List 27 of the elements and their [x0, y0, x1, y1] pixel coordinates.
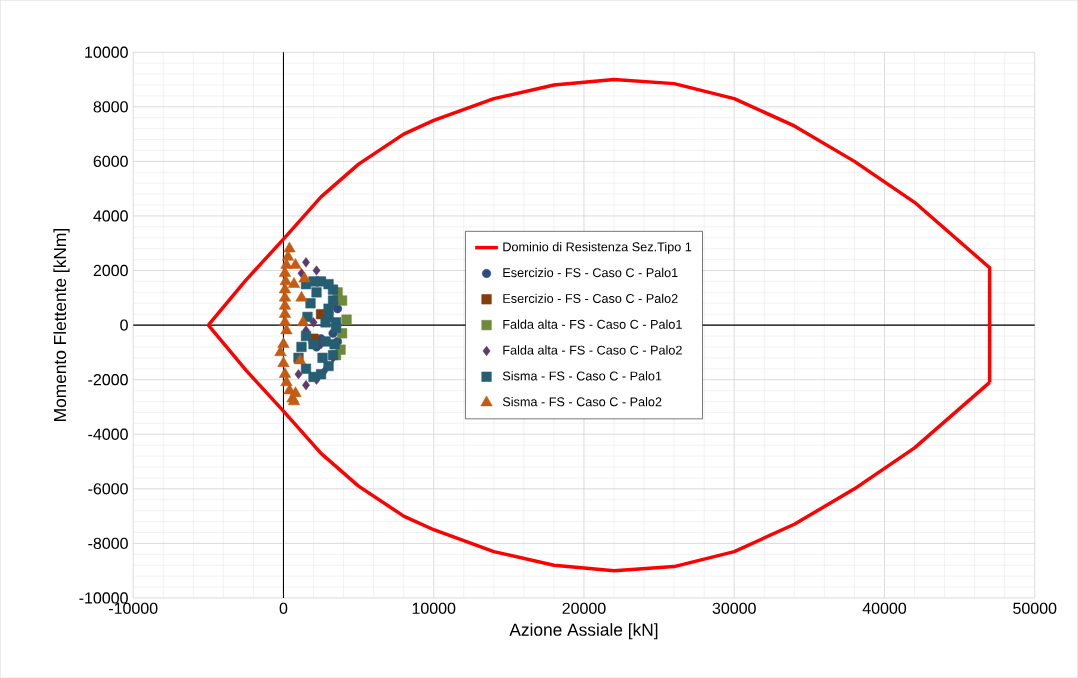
y-tick-label: 2000: [93, 264, 128, 277]
x-tick-label: 10000: [412, 602, 456, 614]
y-tick-label: 4000: [93, 210, 128, 222]
y-tick-label: 0: [120, 319, 128, 331]
y-tick-label: 10000: [85, 46, 128, 58]
x-axis-title: Azione Assiale [kN]: [509, 623, 658, 640]
y-axis-title: Momento Flettente [kNm]: [53, 229, 70, 421]
legend-label: Esercizio - FS - Caso C - Palo1: [503, 267, 678, 278]
y-tick-label: -2000: [88, 373, 128, 386]
y-tick-label: -6000: [88, 483, 128, 495]
legend-label: Falda alta - FS - Caso C - Palo1: [503, 319, 682, 329]
legend-label: Dominio di Resistenza Sez.Tipo 1: [503, 241, 692, 254]
x-tick-label: 50000: [1013, 602, 1057, 614]
x-tick-label: 30000: [712, 602, 756, 614]
y-tick-label: 6000: [93, 155, 128, 167]
y-tick-label: -10000: [79, 592, 128, 604]
y-tick-label: 8000: [93, 101, 128, 113]
x-tick-label: 40000: [862, 602, 907, 614]
y-tick-label: -8000: [88, 537, 128, 549]
x-tick-label: -10000: [109, 602, 158, 614]
legend-label: Sisma - FS - Caso C - Palo2: [502, 396, 662, 407]
legend-label: Esercizio - FS - Caso C - Palo2: [503, 293, 678, 303]
legend-label: Sisma - FS - Caso C - Palo1: [502, 371, 662, 381]
y-tick-label: -4000: [88, 428, 128, 440]
x-tick-label: 0: [279, 602, 288, 614]
x-tick-label: 20000: [562, 602, 606, 614]
legend-label: Falda alta - FS - Caso C - Palo2: [503, 345, 682, 355]
